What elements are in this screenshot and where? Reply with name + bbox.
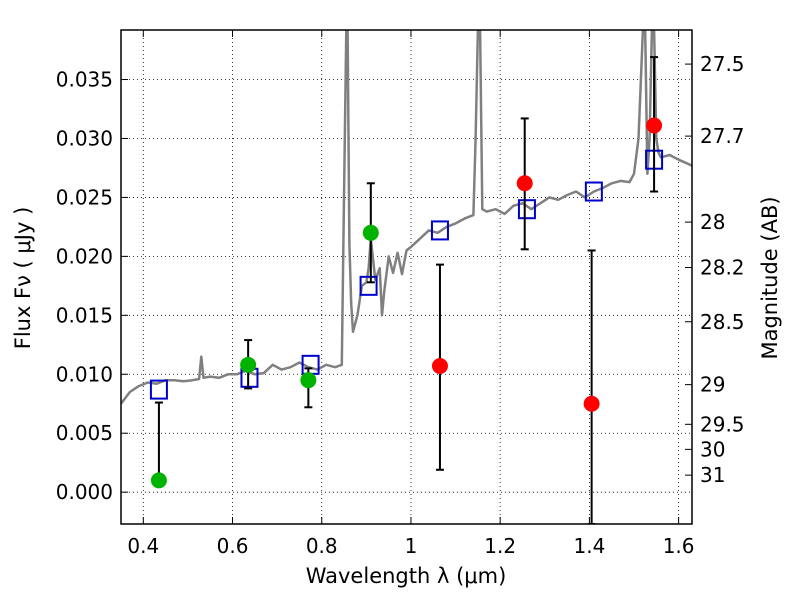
magnitude-tick-label: 28.5 — [700, 310, 745, 334]
flux-point — [431, 358, 448, 375]
tick-marks — [121, 30, 692, 524]
magnitude-tick-label: 31 — [700, 463, 725, 487]
x-tick-label: 1.6 — [663, 534, 695, 558]
magnitude-tick-label: 29 — [700, 373, 725, 397]
magnitude-axis-label: Magnitude (AB) — [758, 196, 782, 359]
magnitude-tick-label: 27.7 — [700, 124, 745, 148]
y-tick-label: 0.005 — [56, 421, 113, 445]
magnitude-tick-label: 29.5 — [700, 412, 745, 436]
y-tick-label: 0.030 — [56, 126, 113, 150]
flux-point — [300, 372, 317, 389]
model-square — [359, 275, 378, 296]
magnitude-tick-label: 27.5 — [700, 52, 745, 76]
model-square — [517, 199, 536, 220]
flux-point — [362, 224, 379, 241]
y-tick-label: 0.015 — [56, 303, 113, 327]
grid-lines — [121, 30, 692, 524]
x-tick-label: 0.4 — [127, 534, 159, 558]
model-square — [584, 181, 603, 202]
y-tick-label: 0.035 — [56, 68, 113, 92]
series-group — [121, 30, 692, 524]
y-tick-label: 0.000 — [56, 480, 113, 504]
y-tick-label: 0.025 — [56, 185, 113, 209]
y-tick-labels: 0.000 0.005 0.010 0.015 0.020 0.025 0.030 0.035 — [56, 68, 113, 505]
y-tick-label: 0.010 — [56, 362, 113, 386]
x-axis-label: Wavelength λ (μm) — [306, 564, 507, 588]
x-tick-label: 0.6 — [217, 534, 249, 558]
flux-point — [240, 356, 257, 373]
plot-area — [121, 30, 692, 524]
plot-frame — [120, 29, 693, 525]
y-tick-label: 0.020 — [56, 244, 113, 268]
x-tick-label: 1.4 — [573, 534, 605, 558]
flux-point — [150, 472, 167, 489]
y-axis-label: Flux Fν ( μJy ) — [11, 207, 35, 350]
x-tick-label: 1.2 — [484, 534, 516, 558]
x-tick-label: 1 — [405, 534, 418, 558]
flux-point — [646, 117, 663, 134]
flux-point — [516, 175, 533, 192]
spectrum-line — [121, 30, 692, 405]
magnitude-tick-label: 30 — [700, 437, 725, 461]
model-square — [430, 220, 449, 241]
magnitude-tick-label: 28.2 — [700, 256, 745, 280]
magnitude-tick-label: 28 — [700, 210, 725, 234]
flux-point — [583, 395, 600, 412]
model-square — [149, 379, 168, 400]
x-tick-label: 0.8 — [306, 534, 338, 558]
x-tick-labels: 0.4 0.6 0.8 1 1.2 1.4 1.6 — [127, 534, 694, 558]
